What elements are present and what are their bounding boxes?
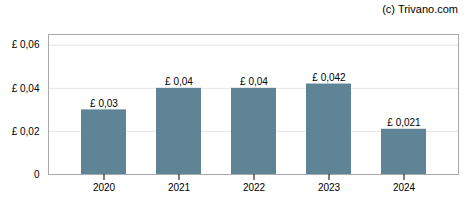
svg-text:£ 0,04: £ 0,04 bbox=[240, 76, 268, 87]
svg-text:0: 0 bbox=[34, 169, 40, 180]
svg-text:2020: 2020 bbox=[93, 182, 116, 193]
svg-text:2021: 2021 bbox=[168, 182, 191, 193]
svg-text:£ 0,04: £ 0,04 bbox=[165, 76, 193, 87]
svg-text:£ 0,02: £ 0,02 bbox=[12, 126, 40, 137]
svg-text:2024: 2024 bbox=[393, 182, 416, 193]
svg-text:£ 0,042: £ 0,042 bbox=[312, 72, 346, 83]
svg-text:£ 0,06: £ 0,06 bbox=[12, 39, 40, 50]
svg-text:2022: 2022 bbox=[243, 182, 266, 193]
svg-text:£ 0,04: £ 0,04 bbox=[12, 83, 40, 94]
svg-text:£ 0,021: £ 0,021 bbox=[387, 117, 421, 128]
svg-text:£ 0,03: £ 0,03 bbox=[90, 98, 118, 109]
html-text:(c) Trivano.com: (c) Trivano.com bbox=[382, 3, 458, 15]
svg-text:2023: 2023 bbox=[318, 182, 341, 193]
